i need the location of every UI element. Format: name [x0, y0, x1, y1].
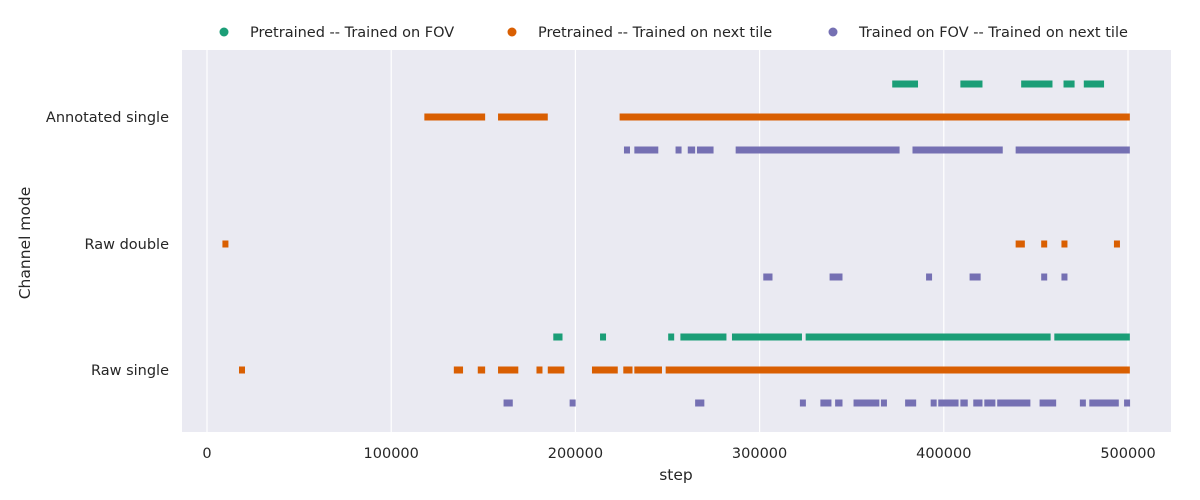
data-segment	[1079, 399, 1086, 407]
data-segment	[853, 399, 880, 407]
legend-marker	[828, 27, 838, 37]
legend-label: Pretrained -- Trained on FOV	[250, 25, 454, 41]
data-segment	[926, 273, 933, 281]
x-axis-label: step	[659, 466, 693, 484]
data-segment	[634, 366, 662, 374]
x-tick-label: 200000	[548, 446, 603, 462]
data-segment	[222, 240, 229, 248]
y-tick-label: Raw single	[91, 363, 169, 379]
data-segment	[829, 273, 843, 281]
data-segment	[1061, 240, 1068, 248]
data-segment	[1124, 399, 1131, 407]
data-segment	[1054, 333, 1130, 341]
data-segment	[569, 399, 576, 407]
data-segment	[731, 333, 802, 341]
data-segment	[892, 80, 919, 88]
data-segment	[880, 399, 887, 407]
data-segment	[805, 333, 1051, 341]
data-segment	[799, 399, 806, 407]
data-segment	[997, 399, 1031, 407]
y-tick-label: Annotated single	[46, 110, 169, 126]
data-segment	[591, 366, 618, 374]
data-segment	[453, 366, 464, 374]
legend-marker	[219, 27, 229, 37]
data-segment	[905, 399, 917, 407]
data-segment	[1039, 399, 1057, 407]
data-segment	[498, 113, 548, 121]
data-segment	[1015, 146, 1130, 154]
data-segment	[1089, 399, 1119, 407]
data-segment	[1041, 273, 1048, 281]
x-tick-label: 100000	[364, 446, 419, 462]
data-segment	[960, 399, 968, 407]
x-tick-label: 0	[202, 446, 211, 462]
data-segment	[1061, 273, 1068, 281]
x-tick-label: 500000	[1100, 446, 1155, 462]
data-segment	[1063, 80, 1075, 88]
legend: Pretrained -- Trained on FOV Pretrained -…	[219, 25, 1128, 41]
data-segment	[623, 366, 633, 374]
data-segment	[424, 113, 486, 121]
data-segment	[1015, 240, 1025, 248]
data-segment	[938, 399, 959, 407]
y-axis-label: Channel mode	[16, 187, 34, 300]
data-segment	[536, 366, 543, 374]
data-marks	[222, 80, 1131, 407]
y-tick-label: Raw double	[84, 237, 169, 253]
data-segment	[477, 366, 486, 374]
data-segment	[675, 146, 682, 154]
data-segment	[238, 366, 245, 374]
data-segment	[969, 273, 981, 281]
data-segment	[984, 399, 996, 407]
data-segment	[1041, 240, 1048, 248]
data-segment	[820, 399, 832, 407]
x-axis-ticks: 0 100000 200000 300000 400000 500000	[202, 446, 1155, 462]
data-segment	[665, 366, 1130, 374]
data-segment	[973, 399, 983, 407]
data-segment	[696, 146, 714, 154]
data-segment	[553, 333, 563, 341]
data-segment	[668, 333, 675, 341]
data-segment	[547, 366, 565, 374]
data-segment	[634, 146, 659, 154]
x-tick-label: 400000	[916, 446, 971, 462]
legend-marker	[507, 27, 517, 37]
data-segment	[687, 146, 696, 154]
data-segment	[619, 113, 1130, 121]
data-segment	[735, 146, 900, 154]
data-segment	[912, 146, 1003, 154]
data-segment	[680, 333, 727, 341]
data-segment	[1083, 80, 1105, 88]
x-tick-label: 300000	[732, 446, 787, 462]
data-segment	[623, 146, 630, 154]
data-segment	[503, 399, 513, 407]
legend-label: Trained on FOV -- Trained on next tile	[858, 25, 1128, 41]
data-segment	[960, 80, 983, 88]
data-segment	[498, 366, 519, 374]
data-segment	[600, 333, 607, 341]
data-segment	[930, 399, 937, 407]
data-segment	[695, 399, 705, 407]
data-segment	[763, 273, 773, 281]
data-segment	[835, 399, 843, 407]
y-axis-ticks: Annotated single Raw double Raw single	[46, 110, 169, 379]
data-segment	[1113, 240, 1120, 248]
data-segment	[1021, 80, 1053, 88]
legend-label: Pretrained -- Trained on next tile	[538, 25, 772, 41]
